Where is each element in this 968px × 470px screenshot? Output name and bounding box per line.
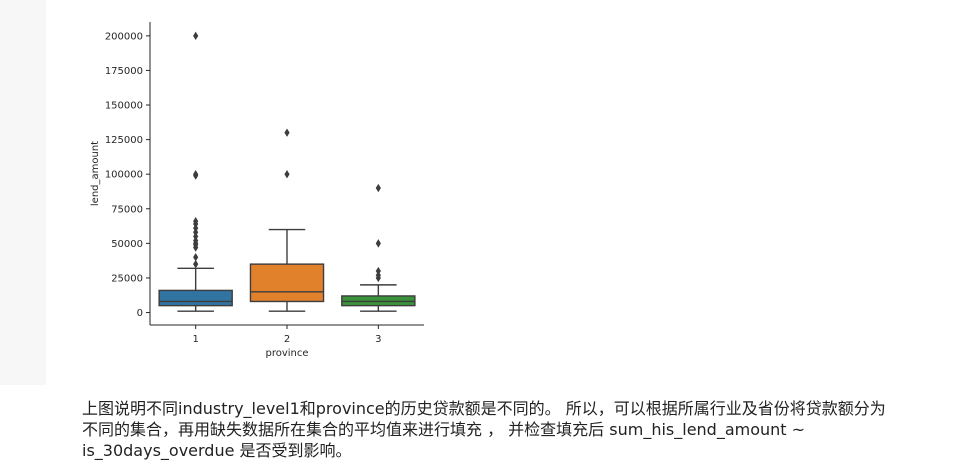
box-iqr bbox=[249, 263, 325, 303]
box-group-2 bbox=[249, 128, 325, 312]
y-tick-label: 100000 bbox=[105, 170, 143, 181]
outlier-point bbox=[193, 217, 199, 226]
x-tick-label: 3 bbox=[375, 334, 381, 345]
outlier-point bbox=[375, 183, 381, 193]
box-group-3 bbox=[341, 183, 416, 312]
boxplot-svg: 0 25000 50000 75000 100000 125000 150000 175000… bbox=[90, 22, 424, 359]
outlier-point bbox=[284, 128, 290, 137]
axes-layer: 0 25000 50000 75000 100000 125000 150000 175000… bbox=[105, 22, 424, 345]
outlier-point bbox=[284, 169, 290, 179]
x-tick-label: 1 bbox=[192, 334, 198, 345]
boxplot-chart: 0 25000 50000 75000 100000 125000 150000 175000… bbox=[46, 0, 546, 385]
y-tick-label: 150000 bbox=[105, 101, 143, 112]
caption-line-2: 不同的集合，再用缺失数据所在集合的平均值来进行填充 ， 并检查填充后 sum_h… bbox=[82, 420, 806, 439]
outlier-point bbox=[193, 31, 199, 41]
outlier-point bbox=[193, 253, 199, 262]
caption-line-3: is_30days_overdue 是否受到影响。 bbox=[82, 441, 352, 460]
y-tick-label: 200000 bbox=[105, 31, 143, 42]
left-gutter bbox=[0, 0, 46, 385]
caption-line-1: 上图说明不同industry_level1和province的历史贷款额是不同的… bbox=[82, 399, 886, 418]
box-iqr bbox=[158, 289, 233, 307]
y-tick-label: 0 bbox=[137, 308, 143, 319]
y-tick-label: 175000 bbox=[105, 66, 143, 77]
outlier-point bbox=[375, 239, 381, 248]
explanation-text: 上图说明不同industry_level1和province的历史贷款额是不同的… bbox=[82, 398, 952, 461]
y-tick-label: 75000 bbox=[111, 204, 143, 215]
y-tick-label: 25000 bbox=[111, 273, 143, 284]
y-tick-label: 125000 bbox=[105, 135, 143, 146]
x-tick-label: 2 bbox=[284, 334, 290, 345]
y-tick-label: 50000 bbox=[111, 239, 143, 250]
x-axis-label: province bbox=[265, 348, 308, 359]
boxes-layer bbox=[158, 31, 416, 312]
outlier-point bbox=[193, 169, 199, 179]
outlier-point bbox=[375, 266, 381, 276]
outlier-point bbox=[193, 259, 199, 269]
y-axis-label: lend_amount bbox=[90, 141, 101, 206]
box-group-1 bbox=[158, 31, 233, 312]
